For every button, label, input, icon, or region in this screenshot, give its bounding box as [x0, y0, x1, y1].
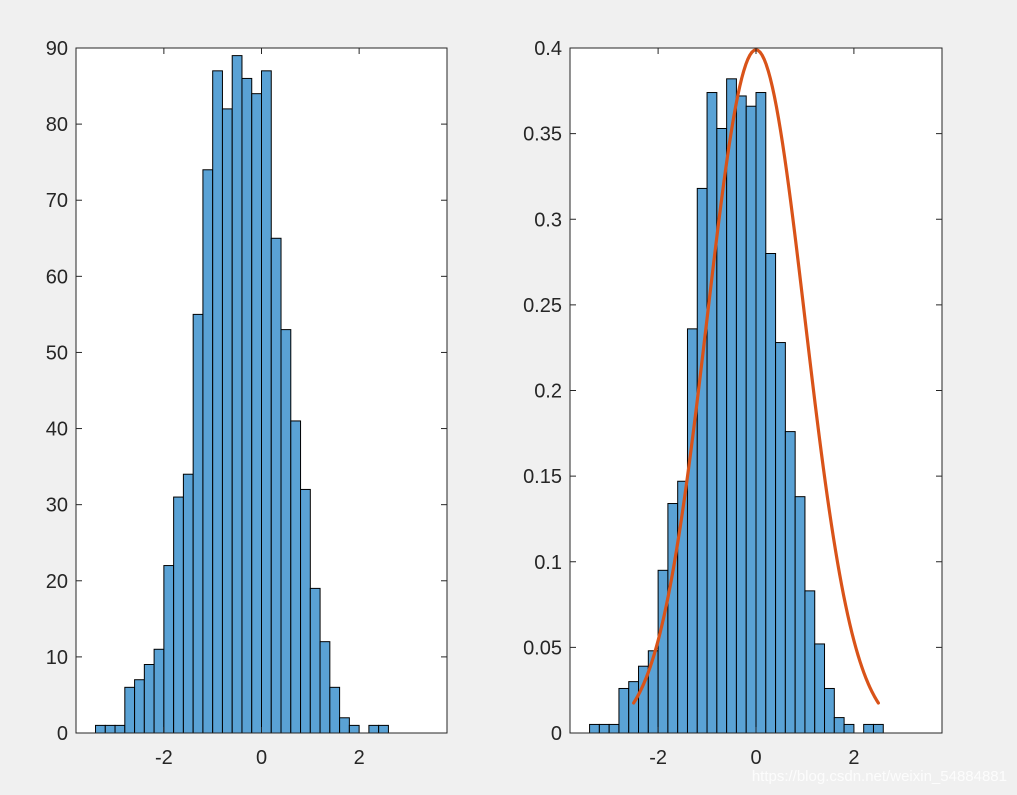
right-bar-25 — [833, 717, 845, 734]
right-ytick-label-2: 0.1 — [534, 552, 562, 574]
left-axes-box — [75, 47, 448, 734]
left-xtick-label-2: 2 — [354, 747, 365, 769]
left-bar-22 — [309, 587, 321, 734]
left-ytick-label-7: 70 — [46, 190, 68, 212]
left-bar-18 — [270, 237, 282, 734]
right-xtick-label-0: -2 — [649, 747, 667, 769]
right-bar-26 — [843, 723, 855, 734]
left-bar-25 — [339, 717, 350, 734]
left-ticks: 0 10 20 30 40 50 60 70 80 90 -2 0 2 — [46, 38, 447, 769]
right-bar-1 — [598, 723, 610, 734]
left-ytick-label-6: 60 — [46, 266, 68, 288]
right-bar-18 — [765, 253, 777, 734]
left-bar-29 — [378, 724, 389, 734]
right-ticks: 0 0.05 0.1 0.15 0.2 0.25 0.3 0.35 0.4 -2 0 2 — [523, 38, 942, 769]
left-bar-1 — [104, 724, 116, 734]
left-ytick-label-0: 0 — [57, 723, 68, 745]
right-bar-23 — [814, 643, 826, 734]
left-histogram-axes: 0 10 20 30 40 50 60 70 80 90 -2 0 2 — [46, 38, 448, 769]
left-bar-17 — [261, 70, 272, 734]
left-bar-24 — [329, 686, 341, 734]
left-bar-28 — [368, 724, 380, 734]
left-bar-21 — [300, 488, 311, 734]
left-bar-14 — [231, 55, 243, 734]
left-bar-12 — [212, 70, 223, 734]
left-ytick-label-5: 50 — [46, 342, 68, 364]
left-bar-26 — [348, 724, 360, 734]
left-bar-23 — [319, 641, 331, 734]
right-bar-4 — [628, 681, 640, 734]
left-ytick-label-2: 20 — [46, 571, 68, 593]
watermark-text: https://blog.csdn.net/weixin_54884881 — [752, 768, 1007, 785]
right-bar-16 — [745, 105, 757, 734]
right-bar-2 — [608, 723, 620, 734]
left-bars — [95, 55, 389, 734]
right-bar-17 — [755, 92, 767, 734]
left-bar-13 — [221, 108, 233, 734]
right-bar-28 — [863, 723, 874, 734]
right-bar-22 — [804, 590, 816, 734]
left-ytick-label-3: 30 — [46, 495, 68, 517]
right-xtick-label-1: 0 — [750, 747, 761, 769]
right-ytick-label-1: 0.05 — [523, 637, 562, 659]
right-ytick-label-0: 0 — [551, 723, 562, 745]
left-bar-5 — [143, 664, 155, 734]
left-bar-2 — [114, 724, 126, 734]
right-bar-0 — [589, 723, 600, 734]
left-bar-11 — [202, 169, 214, 734]
right-bar-15 — [735, 95, 747, 734]
left-xtick-label-1: 0 — [256, 747, 267, 769]
right-bar-19 — [775, 342, 786, 734]
left-bar-3 — [124, 686, 136, 734]
left-bar-20 — [290, 420, 302, 734]
right-ytick-label-5: 0.25 — [523, 295, 562, 317]
right-bars — [589, 78, 884, 734]
right-bar-29 — [872, 723, 884, 734]
right-bar-8 — [667, 503, 679, 734]
right-bar-11 — [696, 187, 708, 734]
left-bar-6 — [153, 648, 165, 734]
left-bar-0 — [95, 724, 106, 734]
left-bar-4 — [134, 679, 145, 734]
left-bar-19 — [280, 329, 292, 734]
right-bar-3 — [618, 687, 630, 734]
right-ytick-label-4: 0.2 — [534, 381, 562, 403]
right-axes-box — [569, 47, 943, 734]
left-bar-15 — [241, 77, 253, 734]
left-bar-9 — [182, 473, 194, 734]
left-bar-7 — [163, 565, 175, 734]
left-ytick-label-8: 80 — [46, 114, 68, 136]
right-xtick-label-2: 2 — [848, 747, 859, 769]
left-ytick-label-1: 10 — [46, 647, 68, 669]
left-bar-8 — [173, 496, 184, 734]
right-ytick-label-3: 0.15 — [523, 466, 562, 488]
right-bar-14 — [726, 78, 737, 734]
right-ytick-label-8: 0.4 — [534, 38, 562, 60]
right-bar-10 — [686, 328, 698, 734]
left-xtick-label-0: -2 — [155, 747, 173, 769]
right-ytick-label-6: 0.3 — [534, 209, 562, 231]
right-bar-20 — [784, 431, 796, 734]
left-ytick-label-4: 40 — [46, 419, 68, 441]
right-histogram-axes: 0 0.05 0.1 0.15 0.2 0.25 0.3 0.35 0.4 -2 0 2 — [523, 38, 943, 769]
right-ytick-label-7: 0.35 — [523, 124, 562, 146]
right-bar-7 — [657, 569, 669, 734]
right-bar-24 — [824, 687, 835, 734]
left-bar-16 — [251, 93, 263, 734]
left-bar-10 — [192, 313, 204, 734]
right-bar-12 — [706, 92, 718, 734]
right-bar-21 — [794, 496, 806, 734]
left-ytick-label-9: 90 — [46, 38, 68, 60]
